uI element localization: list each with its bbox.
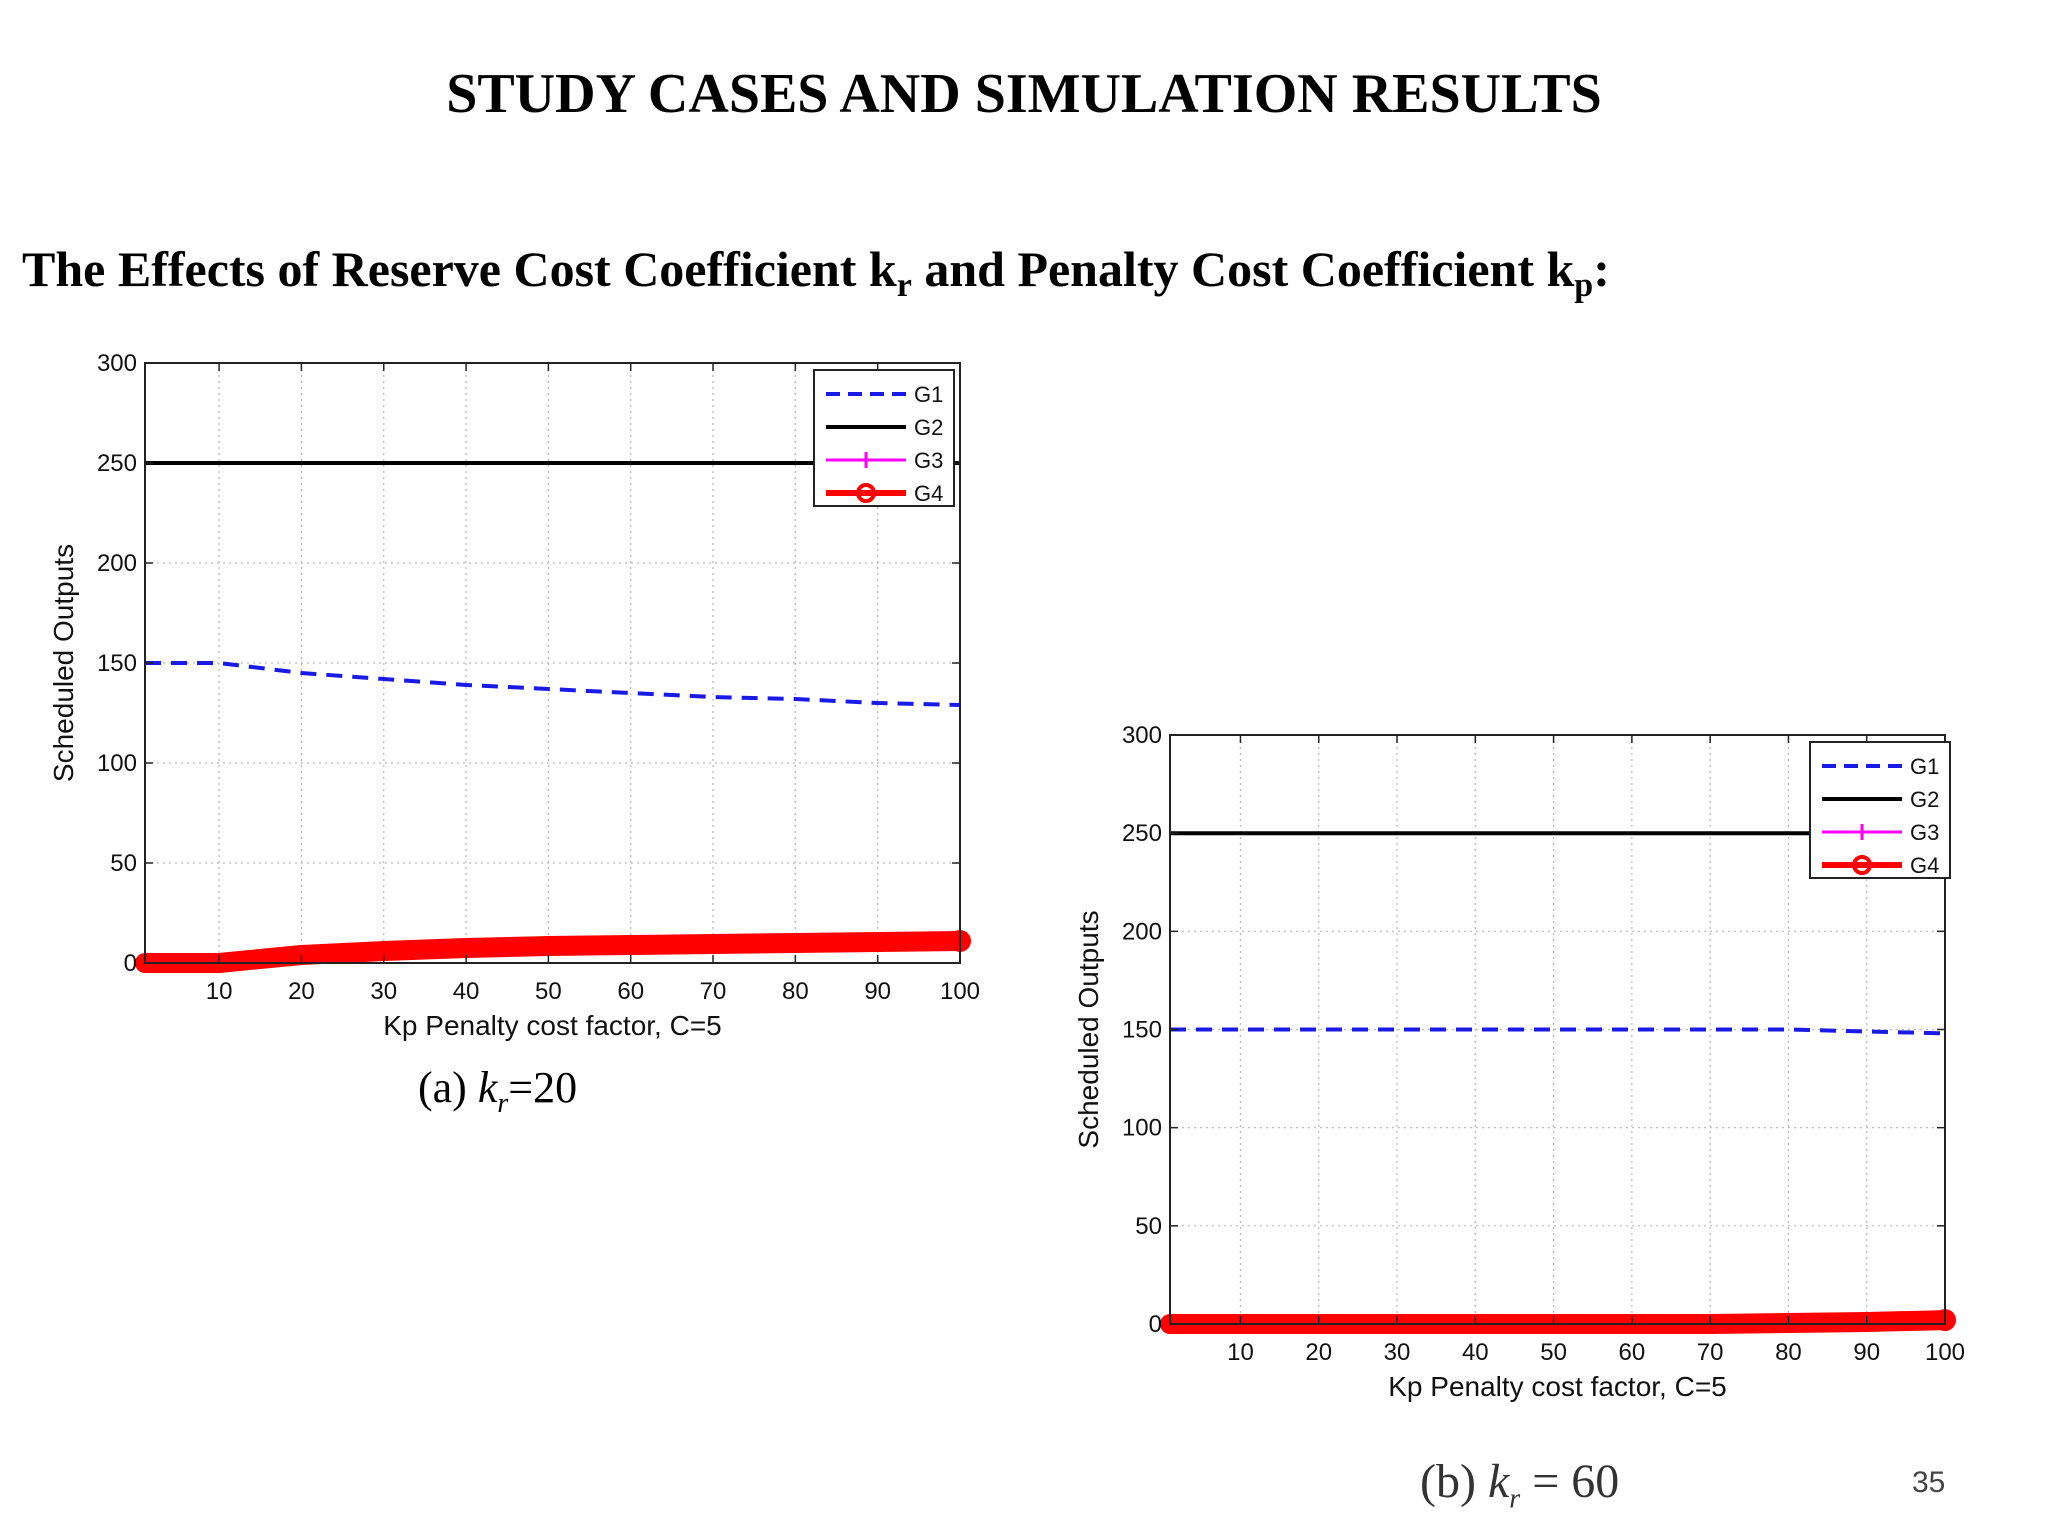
x-tick-label: 80 xyxy=(782,978,809,1005)
subtitle-subscript-r: r xyxy=(896,267,912,304)
x-tick-label: 90 xyxy=(1853,1339,1880,1366)
y-tick-label: 300 xyxy=(97,350,137,377)
y-tick-label: 100 xyxy=(97,750,137,777)
chart-a: 10 20 30 40 50 60 70 80 90 100 0 50 100 150 200 250 300 K… xyxy=(48,350,980,1041)
x-tick-label: 100 xyxy=(940,978,980,1005)
y-tick-label: 300 xyxy=(1122,722,1162,749)
legend-label-g1: G1 xyxy=(914,382,943,407)
x-tick-label: 20 xyxy=(288,978,315,1005)
legend: G1 G2 G3 G4 xyxy=(813,369,955,507)
caption-b-k: k xyxy=(1487,1455,1510,1508)
subtitle-subscript-p: p xyxy=(1574,267,1594,304)
legend-label-g2: G2 xyxy=(914,415,943,440)
legend: G1 G2 G3 G4 xyxy=(1809,741,1951,879)
x-tick-label: 40 xyxy=(1462,1339,1489,1366)
caption-a: (a) kr=20 xyxy=(418,1062,577,1120)
x-tick-label: 70 xyxy=(1697,1339,1724,1366)
page-number: 35 xyxy=(1912,1466,1946,1499)
series-g1-line xyxy=(145,661,961,707)
x-tick-label: 60 xyxy=(617,978,644,1005)
x-tick-label: 50 xyxy=(1540,1339,1567,1366)
x-tick-label: 90 xyxy=(864,978,891,1005)
legend-marker-g4 xyxy=(1852,855,1872,875)
slide-title: STUDY CASES AND SIMULATION RESULTS xyxy=(446,63,1602,125)
y-tick-label: 200 xyxy=(97,550,137,577)
x-tick-label: 10 xyxy=(206,978,233,1005)
subtitle-part: : xyxy=(1593,241,1610,297)
legend-label-g3: G3 xyxy=(1910,820,1939,845)
caption-b-sub: r xyxy=(1509,1483,1521,1515)
y-tick-label: 250 xyxy=(1122,820,1162,847)
y-axis-label: Scheduled Outputs xyxy=(1073,910,1104,1148)
x-axis-label: Kp Penalty cost factor, C=5 xyxy=(1388,1371,1727,1402)
y-tick-label: 200 xyxy=(1122,918,1162,945)
legend-marker-g4 xyxy=(856,483,876,503)
series-g4-line xyxy=(135,931,970,973)
x-tick-label: 40 xyxy=(453,978,480,1005)
y-axis-label: Scheduled Outputs xyxy=(48,544,79,782)
caption-a-k: k xyxy=(477,1063,498,1112)
x-tick-label: 80 xyxy=(1775,1339,1802,1366)
caption-b-prefix: (b) xyxy=(1420,1455,1488,1508)
y-tick-label: 150 xyxy=(97,650,137,677)
legend-label-g1: G1 xyxy=(1910,754,1939,779)
y-tick-label: 100 xyxy=(1122,1115,1162,1142)
y-tick-label: 50 xyxy=(1135,1213,1162,1240)
caption-b: (b) kr = 60 xyxy=(1420,1454,1619,1516)
legend-label-g4: G4 xyxy=(1910,853,1939,878)
legend-label-g2: G2 xyxy=(1910,787,1939,812)
caption-a-value: =20 xyxy=(508,1063,578,1112)
slide-subtitle: The Effects of Reserve Cost Coefficient … xyxy=(22,240,1610,305)
y-tick-label: 0 xyxy=(1149,1311,1162,1338)
x-tick-label: 20 xyxy=(1305,1339,1332,1366)
y-tick-label: 150 xyxy=(1122,1017,1162,1044)
x-tick-label: 30 xyxy=(1384,1339,1411,1366)
x-tick-label: 30 xyxy=(370,978,397,1005)
y-tick-label: 250 xyxy=(97,450,137,477)
caption-a-sub: r xyxy=(497,1087,509,1119)
caption-a-prefix: (a) xyxy=(418,1063,478,1112)
caption-b-value: = 60 xyxy=(1520,1455,1620,1508)
x-tick-label: 60 xyxy=(1619,1339,1646,1366)
x-tick-label: 50 xyxy=(535,978,562,1005)
x-tick-label: 70 xyxy=(700,978,727,1005)
legend-label-g4: G4 xyxy=(914,481,943,506)
x-tick-label: 100 xyxy=(1925,1339,1965,1366)
subtitle-part: The Effects of Reserve Cost Coefficient … xyxy=(22,241,897,297)
chart-b: 10 20 30 40 50 60 70 80 90 100 0 50 100 150 200 250 300 K… xyxy=(1073,722,1965,1402)
subtitle-part: and Penalty Cost Coefficient k xyxy=(911,241,1575,297)
legend-label-g3: G3 xyxy=(914,448,943,473)
y-tick-label: 50 xyxy=(110,850,137,877)
x-axis-label: Kp Penalty cost factor, C=5 xyxy=(383,1010,722,1041)
y-tick-label: 0 xyxy=(124,950,137,977)
x-tick-label: 10 xyxy=(1227,1339,1254,1366)
